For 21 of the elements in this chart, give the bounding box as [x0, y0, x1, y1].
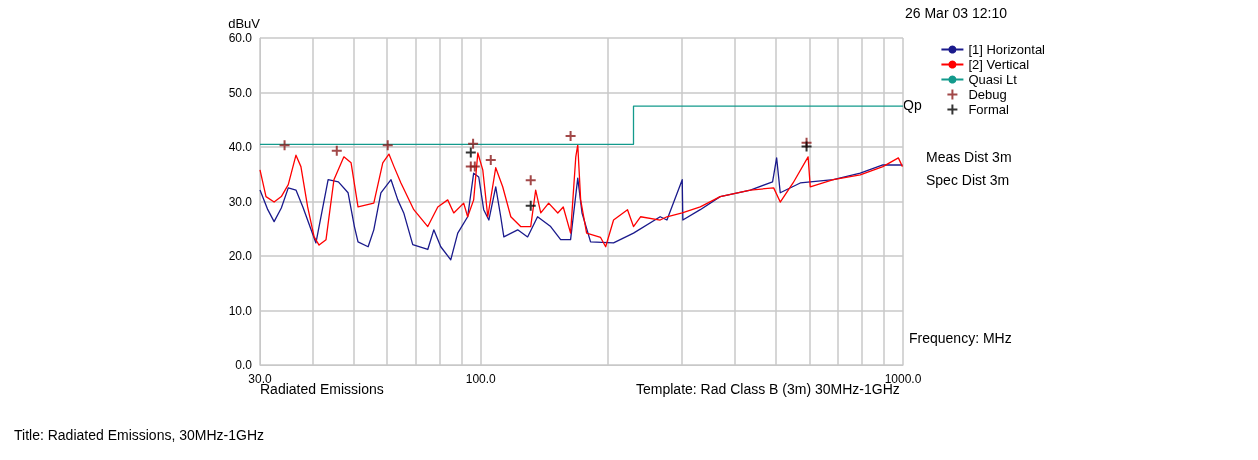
y-tick-label: 50.0	[228, 85, 253, 100]
y-tick-label: 60.0	[228, 31, 253, 45]
text: Spec Dist 3m	[926, 172, 1010, 188]
legend-label: [2] Vertical	[968, 57, 1030, 72]
x-tick-label: 1000.0	[884, 372, 922, 386]
legend-label: Debug	[968, 87, 1007, 102]
text: Title: Radiated Emissions, 30MHz-1GHz	[14, 427, 265, 443]
text: 26 Mar 03 12:10	[905, 5, 1008, 21]
y-tick-label: 0.0	[235, 358, 253, 372]
y-tick-label: 40.0	[228, 140, 253, 154]
text: Meas Dist 3m	[926, 149, 1012, 165]
x-tick-label: 100.0	[465, 372, 497, 386]
x-axis-title: Frequency: MHz	[909, 330, 1012, 346]
y-tick-label: 20.0	[228, 249, 253, 263]
y-axis-title: dBuV	[228, 16, 261, 31]
legend-label: Formal	[968, 102, 1009, 117]
legend-label: Quasi Lt	[968, 72, 1018, 87]
y-tick-label: 10.0	[228, 303, 253, 318]
annotation: Qp	[903, 97, 922, 113]
y-tick-label: 30.0	[228, 194, 253, 209]
legend-label: [1] Horizontal	[968, 42, 1046, 57]
